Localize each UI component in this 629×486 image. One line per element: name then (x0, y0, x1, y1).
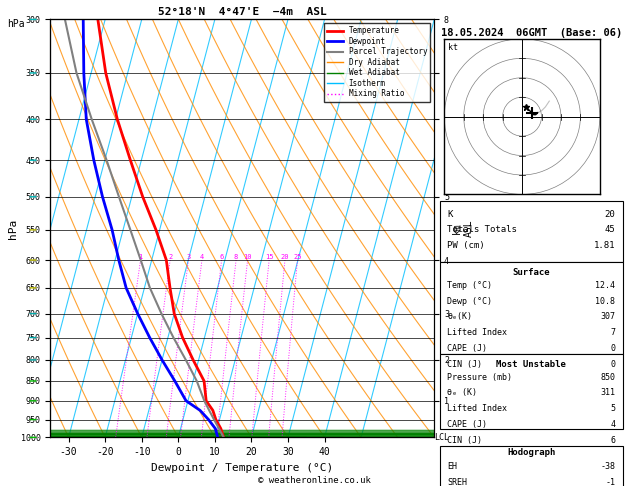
Text: θₑ (K): θₑ (K) (447, 388, 477, 398)
Text: 4: 4 (610, 420, 615, 429)
Text: 2: 2 (168, 254, 172, 260)
Text: Temp (°C): Temp (°C) (447, 281, 493, 290)
FancyBboxPatch shape (440, 354, 623, 429)
Text: 45: 45 (604, 226, 615, 234)
Text: -38: -38 (601, 463, 615, 471)
Text: 7: 7 (610, 329, 615, 337)
Text: 3: 3 (186, 254, 191, 260)
Text: 6: 6 (220, 254, 224, 260)
Text: SREH: SREH (447, 478, 467, 486)
Text: CIN (J): CIN (J) (447, 436, 482, 445)
Text: CAPE (J): CAPE (J) (447, 344, 487, 353)
FancyBboxPatch shape (440, 201, 623, 262)
Y-axis label: hPa: hPa (8, 218, 18, 239)
Y-axis label: km
ASL: km ASL (452, 220, 474, 237)
Text: Most Unstable: Most Unstable (496, 360, 566, 369)
FancyBboxPatch shape (440, 446, 623, 486)
Text: 6: 6 (610, 436, 615, 445)
Text: CAPE (J): CAPE (J) (447, 420, 487, 429)
Text: 18.05.2024  06GMT  (Base: 06): 18.05.2024 06GMT (Base: 06) (441, 28, 622, 38)
Legend: Temperature, Dewpoint, Parcel Trajectory, Dry Adiabat, Wet Adiabat, Isotherm, Mi: Temperature, Dewpoint, Parcel Trajectory… (325, 23, 430, 102)
Text: K: K (447, 209, 453, 219)
Text: 0: 0 (610, 360, 615, 369)
Title: 52°18'N  4°47'E  −4m  ASL: 52°18'N 4°47'E −4m ASL (158, 7, 326, 17)
Text: Hodograph: Hodograph (507, 448, 555, 457)
Text: -1: -1 (605, 478, 615, 486)
Text: 307: 307 (601, 312, 615, 321)
Text: 10.8: 10.8 (596, 296, 615, 306)
Text: Lifted Index: Lifted Index (447, 404, 507, 414)
Text: 15: 15 (265, 254, 274, 260)
Text: © weatheronline.co.uk: © weatheronline.co.uk (258, 476, 371, 485)
Text: 1: 1 (138, 254, 143, 260)
Text: 311: 311 (601, 388, 615, 398)
Text: LCL: LCL (434, 433, 449, 442)
Text: Totals Totals: Totals Totals (447, 226, 517, 234)
Text: Pressure (mb): Pressure (mb) (447, 373, 512, 382)
Text: 4: 4 (200, 254, 204, 260)
Text: 10: 10 (243, 254, 252, 260)
Text: 25: 25 (293, 254, 302, 260)
FancyBboxPatch shape (440, 262, 623, 354)
Text: kt: kt (448, 43, 458, 52)
Text: PW (cm): PW (cm) (447, 242, 485, 250)
Text: 850: 850 (601, 373, 615, 382)
Text: CIN (J): CIN (J) (447, 360, 482, 369)
Text: 8: 8 (234, 254, 238, 260)
Text: Lifted Index: Lifted Index (447, 329, 507, 337)
Text: EH: EH (447, 463, 457, 471)
Text: hPa: hPa (8, 19, 25, 30)
Text: Surface: Surface (513, 268, 550, 277)
Text: 0: 0 (610, 344, 615, 353)
Text: θₑ(K): θₑ(K) (447, 312, 472, 321)
Text: 20: 20 (281, 254, 289, 260)
Text: 5: 5 (610, 404, 615, 414)
Text: 20: 20 (604, 209, 615, 219)
Text: 1.81: 1.81 (594, 242, 615, 250)
X-axis label: Dewpoint / Temperature (°C): Dewpoint / Temperature (°C) (151, 463, 333, 473)
Text: Dewp (°C): Dewp (°C) (447, 296, 493, 306)
Text: 12.4: 12.4 (596, 281, 615, 290)
